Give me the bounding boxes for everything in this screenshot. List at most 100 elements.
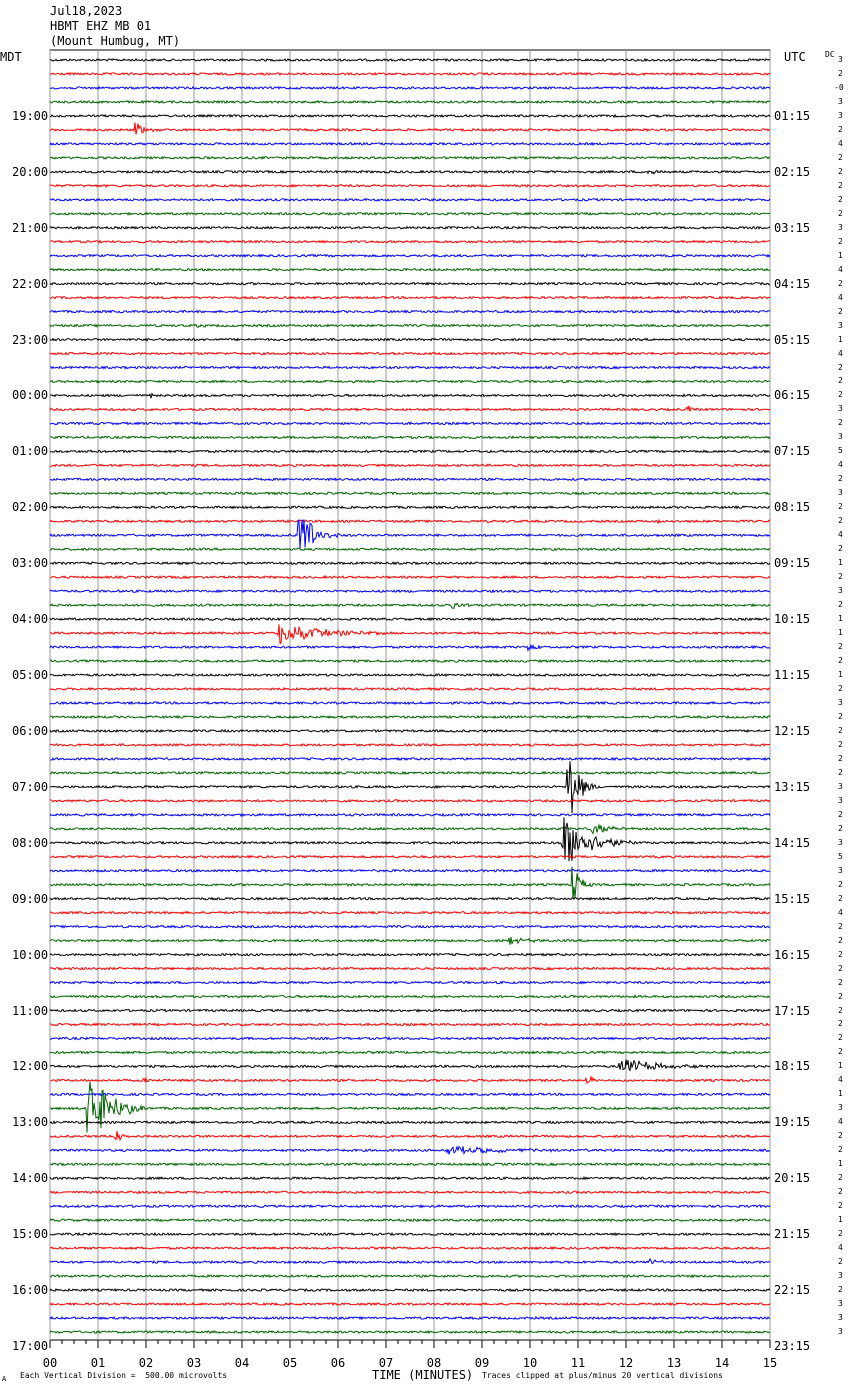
hour-label-local: 17:00 bbox=[12, 1338, 49, 1353]
hour-label-local: 07:00 bbox=[12, 779, 49, 794]
hour-label-utc: 13:15 bbox=[774, 779, 811, 794]
dc-offset-value: 1 bbox=[838, 250, 843, 260]
corner-mark: A bbox=[2, 1375, 7, 1383]
trace-row-25 bbox=[49, 405, 771, 412]
x-tick-label: 07 bbox=[378, 1356, 394, 1370]
trace-row-88 bbox=[49, 1287, 771, 1293]
dc-offset-value: 3 bbox=[838, 586, 843, 596]
dc-offset-value: 5 bbox=[838, 446, 843, 456]
dc-offset-value: 2 bbox=[838, 823, 843, 833]
dc-offset-value: 2 bbox=[838, 991, 843, 1001]
dc-offset-value: 2 bbox=[838, 502, 843, 512]
x-tick-label: 10 bbox=[522, 1356, 538, 1370]
trace-row-31 bbox=[49, 491, 771, 496]
hour-label-local: 06:00 bbox=[12, 723, 49, 738]
x-tick-label: 11 bbox=[570, 1356, 586, 1370]
trace-row-39 bbox=[49, 602, 771, 609]
dc-offset-value: 3 bbox=[838, 110, 843, 120]
dc-offset-value: 2 bbox=[838, 68, 843, 78]
dc-offset-value: 2 bbox=[838, 1047, 843, 1057]
dc-offset-value: 2 bbox=[838, 767, 843, 777]
dc-offset-value: 2 bbox=[838, 809, 843, 819]
x-tick-label: 15 bbox=[762, 1356, 778, 1370]
dc-offset-value: 2 bbox=[838, 711, 843, 721]
dc-offset-value: 4 bbox=[838, 1243, 843, 1253]
trace-row-84 bbox=[49, 1231, 771, 1237]
hour-label-utc: 10:15 bbox=[774, 612, 811, 627]
dc-offset-value: 3 bbox=[838, 320, 843, 330]
hour-label-utc: 08:15 bbox=[774, 500, 811, 515]
dc-offset-value: 2 bbox=[838, 194, 843, 204]
trace-row-42 bbox=[49, 643, 770, 653]
dc-offset-value: 3 bbox=[838, 1103, 843, 1113]
plot-frame bbox=[49, 49, 771, 1341]
hour-label-utc: 02:15 bbox=[774, 164, 811, 179]
dc-offset-value: 2 bbox=[838, 516, 843, 526]
trace-row-81 bbox=[49, 1189, 771, 1195]
trace-row-38 bbox=[49, 588, 771, 594]
trace-row-72 bbox=[49, 1059, 771, 1072]
dc-offset-value: 2 bbox=[838, 642, 843, 652]
hour-label-utc: 23:15 bbox=[774, 1338, 811, 1353]
hour-label-local: 11:00 bbox=[12, 1003, 49, 1018]
hour-label-local: 13:00 bbox=[12, 1115, 49, 1130]
dc-offset-value: 3 bbox=[838, 222, 843, 232]
dc-offset-value: 2 bbox=[838, 1145, 843, 1155]
hour-label-utc: 16:15 bbox=[774, 947, 811, 962]
dc-offset-value: 2 bbox=[838, 1005, 843, 1015]
x-tick-label: 06 bbox=[330, 1356, 346, 1370]
dc-offset-value: 2 bbox=[838, 1187, 843, 1197]
hour-label-utc: 20:15 bbox=[774, 1171, 811, 1186]
trace-row-64 bbox=[49, 952, 771, 957]
hour-label-local: 08:00 bbox=[12, 835, 49, 850]
trace-row-61 bbox=[49, 910, 771, 915]
hour-label-local: 04:00 bbox=[12, 612, 49, 627]
hour-label-local: 21:00 bbox=[12, 220, 49, 235]
trace-row-69 bbox=[49, 1022, 771, 1027]
right-timezone-label: UTC bbox=[784, 50, 806, 64]
hour-label-local: 22:00 bbox=[12, 276, 49, 291]
trace-row-24 bbox=[49, 392, 771, 399]
dc-offset-value: 2 bbox=[838, 278, 843, 288]
dc-offset-value: 2 bbox=[838, 963, 843, 973]
trace-row-13 bbox=[49, 239, 771, 244]
dc-offset-value: 2 bbox=[838, 684, 843, 693]
trace-row-68 bbox=[49, 1008, 771, 1013]
left-timezone-label: MDT bbox=[0, 50, 22, 64]
trace-row-40 bbox=[49, 617, 771, 622]
trace-row-74 bbox=[49, 1092, 771, 1097]
trace-row-63 bbox=[49, 937, 771, 945]
dc-offset-value: 3 bbox=[838, 432, 843, 442]
dc-offset-value: 2 bbox=[838, 725, 843, 735]
trace-row-1 bbox=[49, 71, 771, 77]
hour-label-local: 05:00 bbox=[12, 668, 49, 683]
trace-row-16 bbox=[49, 281, 771, 286]
dc-offset-value: 1 bbox=[838, 1159, 843, 1169]
dc-offset-value: 2 bbox=[838, 753, 843, 763]
dc-offset-value: 1 bbox=[838, 1089, 843, 1099]
dc-offset-value: 3 bbox=[838, 96, 843, 106]
hour-label-utc: 17:15 bbox=[774, 1003, 811, 1018]
trace-row-37 bbox=[49, 575, 771, 580]
trace-row-14 bbox=[49, 253, 771, 259]
hour-label-utc: 22:15 bbox=[774, 1283, 811, 1298]
dc-offset-value: 3 bbox=[838, 865, 843, 875]
x-tick-label: 01 bbox=[90, 1356, 106, 1370]
trace-row-51 bbox=[49, 770, 771, 775]
hour-label-utc: 03:15 bbox=[774, 220, 811, 235]
dc-offset-value: 2 bbox=[838, 166, 843, 176]
header-station: HBMT EHZ MB 01 bbox=[50, 19, 152, 33]
trace-row-66 bbox=[49, 980, 771, 985]
trace-row-29 bbox=[49, 463, 771, 468]
trace-row-56 bbox=[49, 817, 771, 862]
trace-row-75 bbox=[49, 1081, 771, 1133]
trace-row-41 bbox=[50, 624, 771, 644]
trace-row-32 bbox=[49, 505, 771, 510]
trace-row-62 bbox=[49, 924, 770, 929]
trace-row-78 bbox=[49, 1145, 771, 1156]
dc-offset-value: 2 bbox=[838, 1131, 843, 1141]
hour-label-local: 23:00 bbox=[12, 332, 49, 347]
dc-offset-value: 2 bbox=[838, 935, 843, 945]
dc-offset-value: 3 bbox=[838, 1299, 843, 1309]
x-axis-title: TIME (MINUTES) bbox=[372, 1368, 474, 1382]
